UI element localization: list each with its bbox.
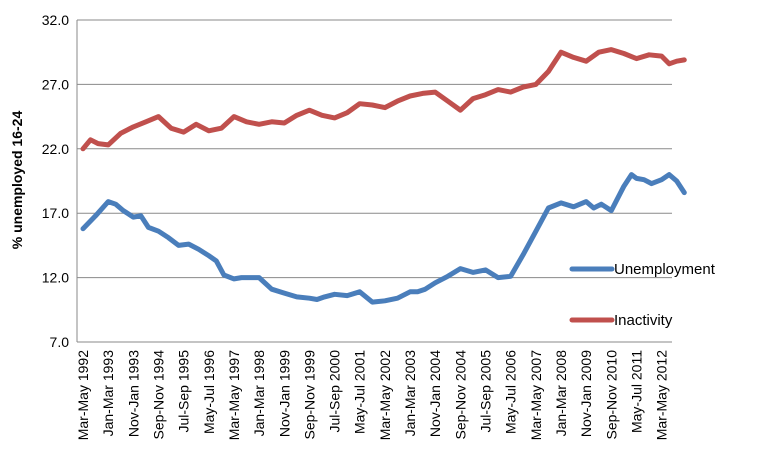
x-tick-label: Mar-May 2012 [654, 350, 670, 440]
x-tick-label: Jan-Mar 1993 [100, 350, 116, 437]
y-tick-label: 32.0 [42, 12, 69, 28]
x-tick-label: Mar-May 2007 [528, 350, 544, 440]
x-tick-label: Nov-Jan 2004 [427, 350, 443, 437]
x-tick-label: Nov-Jan 2009 [578, 350, 594, 437]
legend: Unemployment Inactivity [569, 261, 716, 329]
x-tick-label: Sep-Nov 1999 [301, 350, 317, 440]
series-line-inactivity [80, 47, 687, 152]
x-tick-label: May-Jul 2011 [628, 350, 644, 433]
gridlines [77, 19, 672, 279]
x-tick-label: Sep-Nov 2010 [603, 350, 619, 440]
y-tick-label: 17.0 [42, 205, 69, 221]
y-axis-title: % unemployed 16-24 [9, 111, 25, 250]
axes [76, 20, 672, 343]
x-tick-label: Jul-Sep 2000 [327, 350, 343, 433]
y-tick-label: 7.0 [50, 334, 70, 350]
x-tick-label: Nov-Jan 1999 [276, 350, 292, 437]
x-tick-label: Nov-Jan 1993 [125, 350, 141, 437]
x-tick-label: Mar-May 1992 [75, 350, 91, 440]
y-tick-labels: 7.0 12.0 17.0 22.0 27.0 32.0 [42, 12, 69, 350]
x-tick-label: Mar-May 1997 [226, 350, 242, 440]
x-tick-label: Jan-Mar 2003 [402, 350, 418, 437]
legend-label-unemployment: Unemployment [614, 261, 716, 278]
x-tick-label: Jul-Sep 2005 [478, 350, 494, 433]
x-tick-label: May-Jul 2006 [503, 350, 519, 434]
y-tick-label: 12.0 [42, 270, 69, 286]
x-tick-label: May-Jul 2001 [352, 350, 368, 434]
x-tick-label: Sep-Nov 1994 [150, 350, 166, 440]
x-tick-labels: Mar-May 1992 Jan-Mar 1993 Nov-Jan 1993 Sep-… [75, 350, 670, 440]
series-lines [80, 47, 687, 305]
legend-label-inactivity: Inactivity [614, 312, 673, 329]
series-line-unemployment [80, 172, 687, 305]
y-tick-label: 22.0 [42, 141, 69, 157]
x-tick-label: Jan-Mar 1998 [251, 350, 267, 437]
x-tick-label: Jul-Sep 1995 [176, 350, 192, 433]
x-tick-label: Sep-Nov 2004 [452, 350, 468, 440]
x-tick-label: Mar-May 2002 [377, 350, 393, 440]
x-tick-label: Jan-Mar 2008 [553, 350, 569, 437]
x-tick-label: May-Jul 1996 [201, 350, 217, 434]
y-tick-label: 27.0 [42, 76, 69, 92]
